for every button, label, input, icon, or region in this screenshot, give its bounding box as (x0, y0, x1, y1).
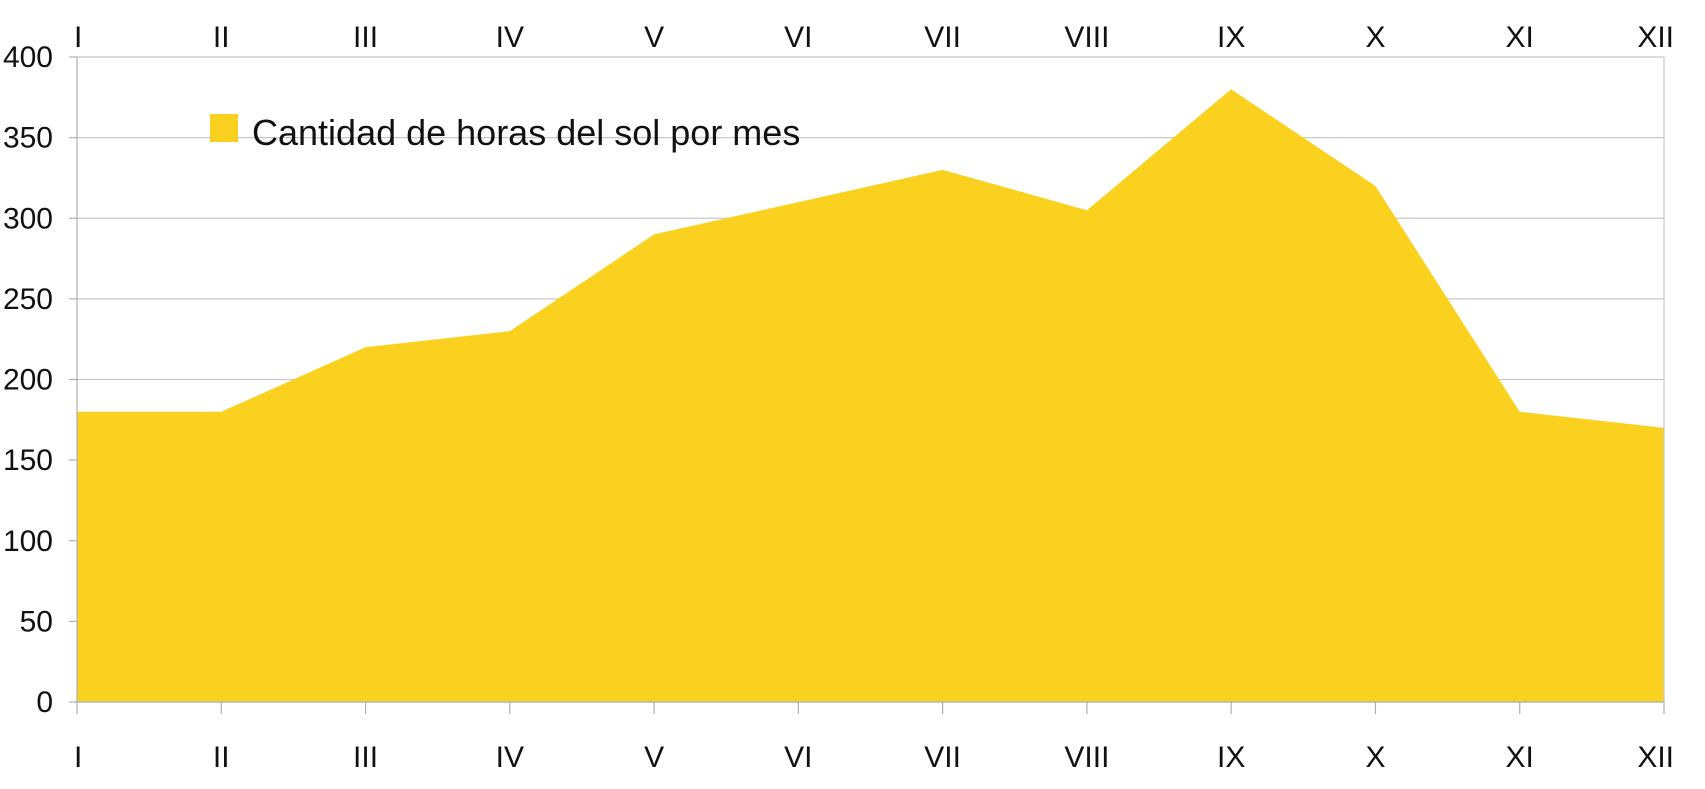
x-tick-label-bottom-XII: XII (1637, 741, 1674, 774)
x-tick-label-bottom-VIII: VIII (1064, 741, 1109, 774)
y-tick-label-250: 250 (3, 283, 53, 316)
area-series-layer (77, 89, 1664, 702)
x-tick-label-top-V: V (644, 21, 664, 54)
x-tick-label-top-I: I (74, 21, 82, 54)
x-tick-label-bottom-V: V (644, 741, 664, 774)
x-tick-label-top-VIII: VIII (1064, 21, 1109, 54)
y-axis-tick-labels: 0 50 100 150 200 250 300 350 400 (3, 41, 53, 719)
x-tick-label-top-VI: VI (784, 21, 812, 54)
x-tick-label-top-IX: IX (1217, 21, 1245, 54)
x-tick-label-bottom-VI: VI (784, 741, 812, 774)
y-tick-label-50: 50 (20, 605, 53, 638)
y-tick-label-150: 150 (3, 444, 53, 477)
x-tick-label-top-X: X (1365, 21, 1385, 54)
axes (69, 56, 1665, 714)
x-tick-label-bottom-X: X (1365, 741, 1385, 774)
x-tick-label-bottom-II: II (213, 741, 230, 774)
legend-label: Cantidad de horas del sol por mes (252, 112, 800, 153)
x-tick-label-bottom-XI: XI (1506, 741, 1534, 774)
x-tick-label-top-II: II (213, 21, 230, 54)
x-tick-label-bottom-IX: IX (1217, 741, 1245, 774)
legend-swatch (210, 114, 238, 142)
x-tick-label-bottom-IV: IV (496, 741, 524, 774)
bottom-x-axis-tick-labels: I II III IV V VI VII VIII IX X XI XII (74, 741, 1674, 774)
x-tick-label-top-XI: XI (1506, 21, 1534, 54)
top-x-axis-tick-labels: I II III IV V VI VII VIII IX X XI XII (74, 21, 1674, 54)
y-tick-label-350: 350 (3, 122, 53, 155)
y-tick-label-200: 200 (3, 364, 53, 397)
x-tick-label-top-III: III (353, 21, 378, 54)
area-series-0 (77, 89, 1664, 702)
x-tick-label-top-XII: XII (1637, 21, 1674, 54)
x-tick-label-bottom-VII: VII (924, 741, 961, 774)
y-tick-label-100: 100 (3, 525, 53, 558)
x-tick-label-top-IV: IV (496, 21, 524, 54)
x-tick-label-bottom-III: III (353, 741, 378, 774)
legend: Cantidad de horas del sol por mes (210, 112, 800, 153)
x-tick-label-bottom-I: I (74, 741, 82, 774)
y-tick-label-300: 300 (3, 202, 53, 235)
x-tick-label-top-VII: VII (924, 21, 961, 54)
y-tick-label-0: 0 (36, 686, 53, 719)
y-tick-label-400: 400 (3, 41, 53, 74)
